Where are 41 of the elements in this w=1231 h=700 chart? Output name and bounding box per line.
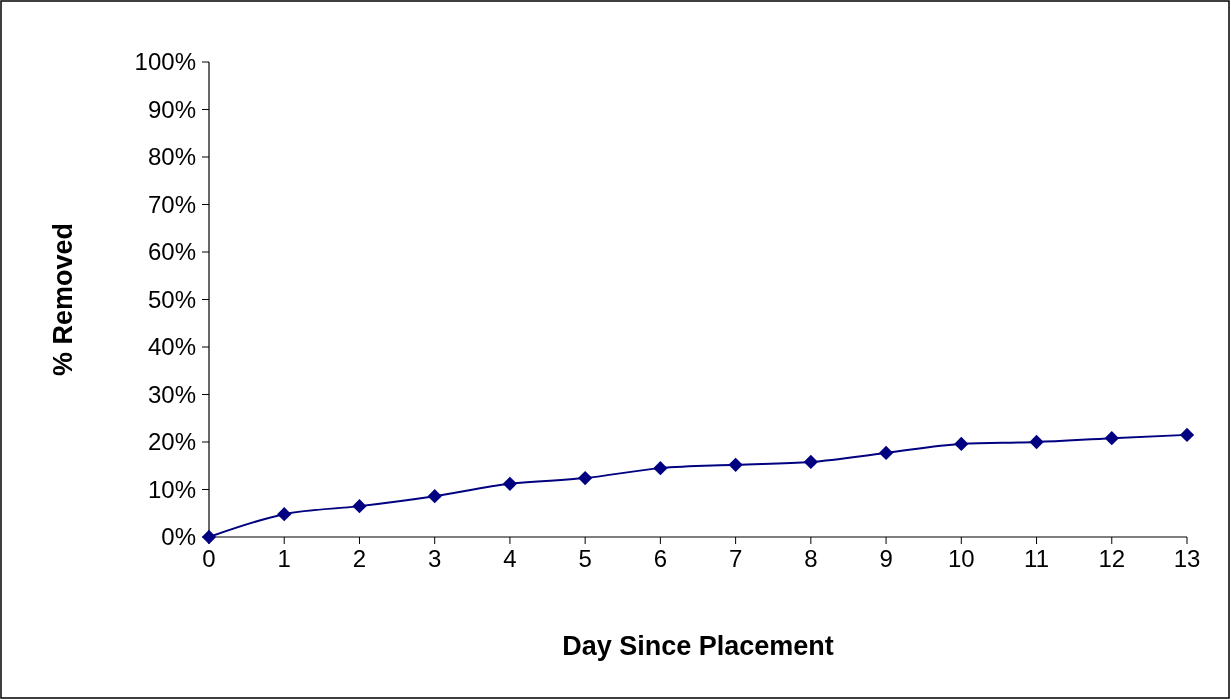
point — [1104, 431, 1119, 446]
x-tick-label: 7 — [728, 545, 743, 572]
y-tick-label: 30% — [147, 380, 196, 408]
point — [1029, 434, 1044, 450]
point — [803, 454, 818, 470]
point — [502, 476, 518, 491]
x-tick-label: 0 — [202, 545, 216, 572]
x-tick-label: 4 — [503, 545, 517, 572]
y-axis-title: % Removed — [48, 222, 78, 377]
y-tick-label: 20% — [147, 428, 196, 456]
x-tick-label: 3 — [428, 545, 442, 572]
y-tick-label: 90% — [147, 95, 196, 123]
x-tick-label: 8 — [804, 545, 818, 572]
point — [878, 445, 894, 461]
y-tick-label: 60% — [147, 238, 196, 266]
x-axis-title: Day Since Placement — [562, 631, 834, 661]
point — [352, 498, 367, 514]
point — [277, 507, 292, 522]
y-tick-label: 10% — [147, 475, 196, 503]
x-tick-label: 5 — [578, 545, 592, 572]
x-tick-label: 6 — [653, 545, 668, 572]
x-tick-label: 12 — [1098, 545, 1126, 572]
x-tick-label: 2 — [352, 545, 367, 572]
y-tick-label: 100% — [134, 48, 196, 76]
x-tick-label: 1 — [277, 545, 291, 572]
point — [728, 457, 743, 472]
x-tick-label: 11 — [1024, 545, 1049, 572]
y-tick-label: 70% — [147, 190, 196, 218]
x-tick-label: 13 — [1173, 545, 1201, 572]
point — [954, 436, 969, 452]
y-tick-label: 50% — [147, 285, 196, 313]
y-tick-label: 0% — [161, 523, 196, 551]
point — [1179, 427, 1195, 443]
x-tick-label: 10 — [947, 545, 975, 572]
point — [427, 489, 442, 504]
point — [578, 470, 593, 486]
y-tick-label: 80% — [147, 143, 196, 171]
y-tick-label: 40% — [147, 333, 196, 361]
point — [201, 529, 217, 545]
x-tick-label: 9 — [879, 545, 893, 572]
point — [653, 460, 668, 476]
